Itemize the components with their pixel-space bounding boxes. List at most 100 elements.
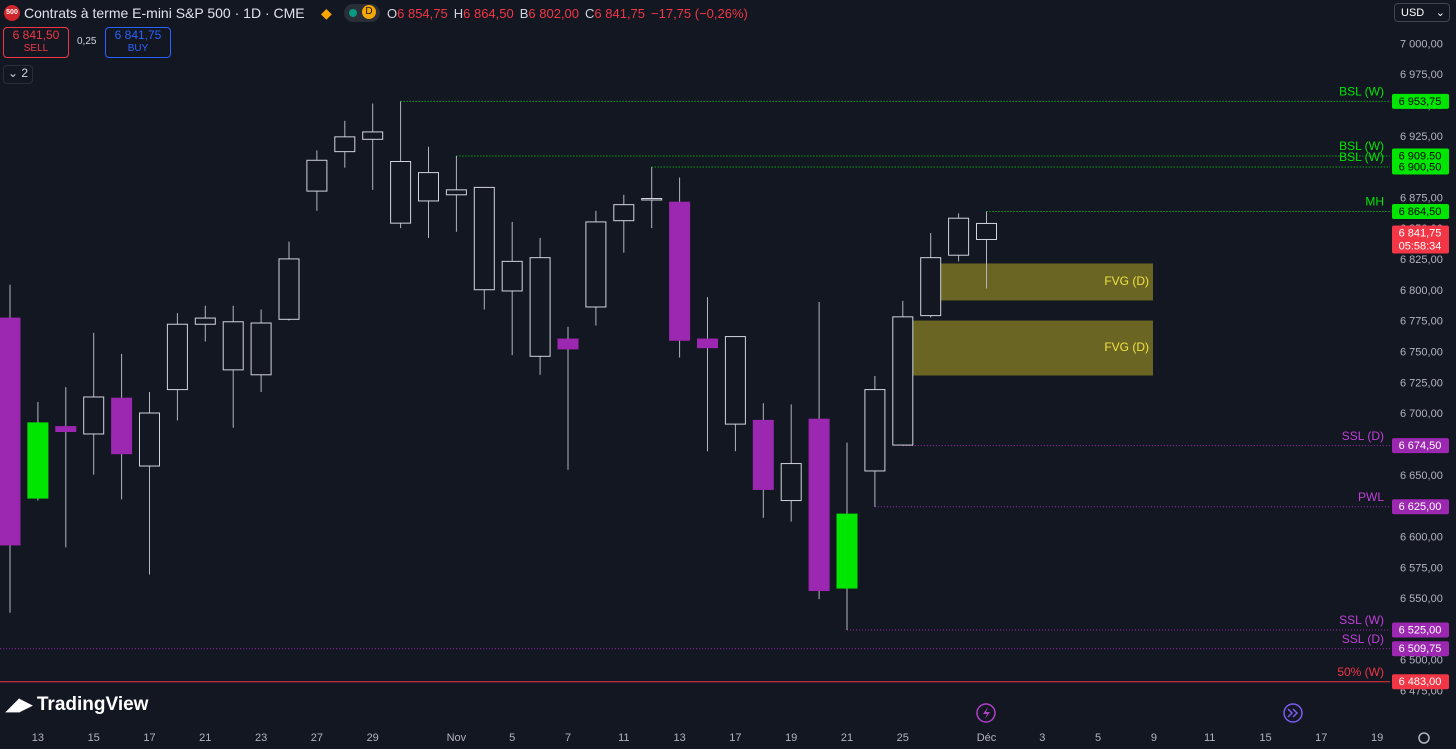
level-label: BSL (W) [1339, 139, 1384, 153]
level-label: PWL [1358, 490, 1384, 504]
y-tick-label: 6 875,00 [1400, 192, 1443, 204]
x-tick-label: 15 [88, 732, 100, 744]
x-tick-label: 3 [1039, 732, 1045, 744]
change: −17,75 (−0,26%) [651, 6, 748, 21]
y-tick-label: 6 925,00 [1400, 131, 1443, 143]
candle-body [641, 197, 663, 201]
x-tick-label: 27 [311, 732, 323, 744]
level-tag [1392, 438, 1449, 454]
x-tick-label: 21 [199, 732, 211, 744]
event-icon[interactable] [976, 703, 996, 723]
candle-body [780, 463, 802, 502]
x-tick-label: Nov [447, 732, 467, 744]
spread: 0,25 [77, 36, 97, 47]
x-tick-label: Déc [977, 732, 997, 744]
candle-body [724, 336, 746, 425]
x-tick-label: 19 [785, 732, 797, 744]
level-label: BSL (W) [1339, 150, 1384, 164]
candle-body [334, 136, 356, 153]
currency: USD [1401, 7, 1425, 19]
candle-body [948, 217, 970, 256]
y-tick-label: 6 725,00 [1400, 377, 1443, 389]
current-price-tag [1392, 225, 1449, 254]
y-tick-label: 7 000,00 [1400, 38, 1443, 50]
level-tag-label: 6 509,75 [1399, 643, 1442, 655]
flag: ◆ [321, 5, 332, 21]
level-label: 50% (W) [1337, 665, 1384, 679]
y-tick-label: 6 775,00 [1400, 316, 1443, 328]
brand-name: TradingView [36, 694, 149, 715]
ohlc-key: H [453, 6, 464, 21]
event-icon-bolt [983, 707, 990, 719]
ohlc-key: O [387, 6, 398, 21]
y-tick-label: 6 650,00 [1400, 470, 1443, 482]
level-label: SSL (D) [1342, 632, 1384, 646]
x-tick-label: 13 [32, 732, 44, 744]
x-tick-label: 19 [1371, 732, 1383, 744]
currency-select[interactable]: USD ⌄ [1394, 3, 1450, 22]
x-tick-label: 17 [143, 732, 155, 744]
x-tick-label: 25 [897, 732, 909, 744]
candle-body [166, 323, 188, 391]
level-tag [1392, 203, 1449, 219]
candle-body [418, 172, 439, 202]
candle-body [585, 221, 607, 308]
x-tick-label: 17 [1315, 732, 1327, 744]
y-tick-label: 6 600,00 [1400, 531, 1443, 543]
candle-body [473, 186, 495, 291]
candle-body [27, 422, 49, 499]
x-tick-label: 11 [618, 732, 629, 744]
ohlc-value: 6 802,00 [528, 6, 580, 21]
level-tag [1392, 641, 1449, 657]
x-tick-label: 21 [841, 732, 853, 744]
buy-button[interactable]: 6 841,75 BUY [105, 27, 171, 58]
y-tick-label: 6 500,00 [1400, 655, 1443, 667]
ohlc: O6 854,75 H6 864,50 B6 802,00 C6 841,75 −17,… [387, 6, 748, 21]
buy-price: 6 841,75 [114, 28, 162, 42]
brand: ◢▶ TradingView [6, 694, 149, 715]
y-tick-label: 6 975,00 [1400, 69, 1443, 81]
candle-body [892, 316, 914, 446]
level-tag-label: 6 674,50 [1399, 440, 1442, 452]
y-tick-label: 6 825,00 [1400, 254, 1443, 266]
level-tag-label: 6 483,00 [1399, 676, 1442, 688]
symbol-title[interactable]: Contrats à terme E-mini S&P 500 · 1D · C… [24, 5, 305, 21]
level-tag-label: 6 909,50 [1399, 150, 1442, 162]
candle-body [194, 317, 216, 325]
goto-arrows [1287, 708, 1299, 718]
candle-body [529, 257, 551, 357]
level-label: SSL (W) [1339, 613, 1384, 627]
y-tick-label: 6 575,00 [1400, 562, 1443, 574]
level-label: MH [1365, 195, 1384, 209]
goto-icon[interactable] [1283, 703, 1303, 723]
y-tick-label: 6 750,00 [1400, 347, 1443, 359]
y-tick-label: 6 550,00 [1400, 593, 1443, 605]
sell-button[interactable]: 6 841,50 SELL [3, 27, 69, 58]
ohlc-value: 6 841,75 [594, 6, 646, 21]
level-tag [1392, 159, 1449, 175]
indicators-toggle[interactable]: ⌄ 2 [3, 65, 33, 84]
sell-price: 6 841,50 [12, 28, 60, 42]
candle-body [306, 159, 328, 192]
x-tick-label: 17 [729, 732, 741, 744]
candle-body [613, 204, 635, 222]
fvg-label: FVG (D) [1104, 340, 1149, 354]
candle-body [250, 322, 272, 376]
candle-body [557, 338, 579, 350]
x-tick-label: 7 [565, 732, 571, 744]
level-label: SSL (D) [1342, 429, 1384, 443]
ohlc-value: 6 854,75 [397, 6, 448, 21]
badge: D [362, 5, 376, 19]
y-tick-label: 6 700,00 [1400, 408, 1443, 420]
x-tick-label: 29 [367, 732, 379, 744]
candle-body [111, 397, 133, 455]
x-tick-label: 23 [255, 732, 267, 744]
settings-icon[interactable] [1418, 732, 1430, 744]
level-tag [1392, 499, 1449, 515]
x-tick-label: 5 [509, 732, 515, 744]
x-tick-label: 9 [1151, 732, 1157, 744]
symbol-logo: 500 [4, 5, 20, 21]
candle-body [83, 396, 105, 435]
